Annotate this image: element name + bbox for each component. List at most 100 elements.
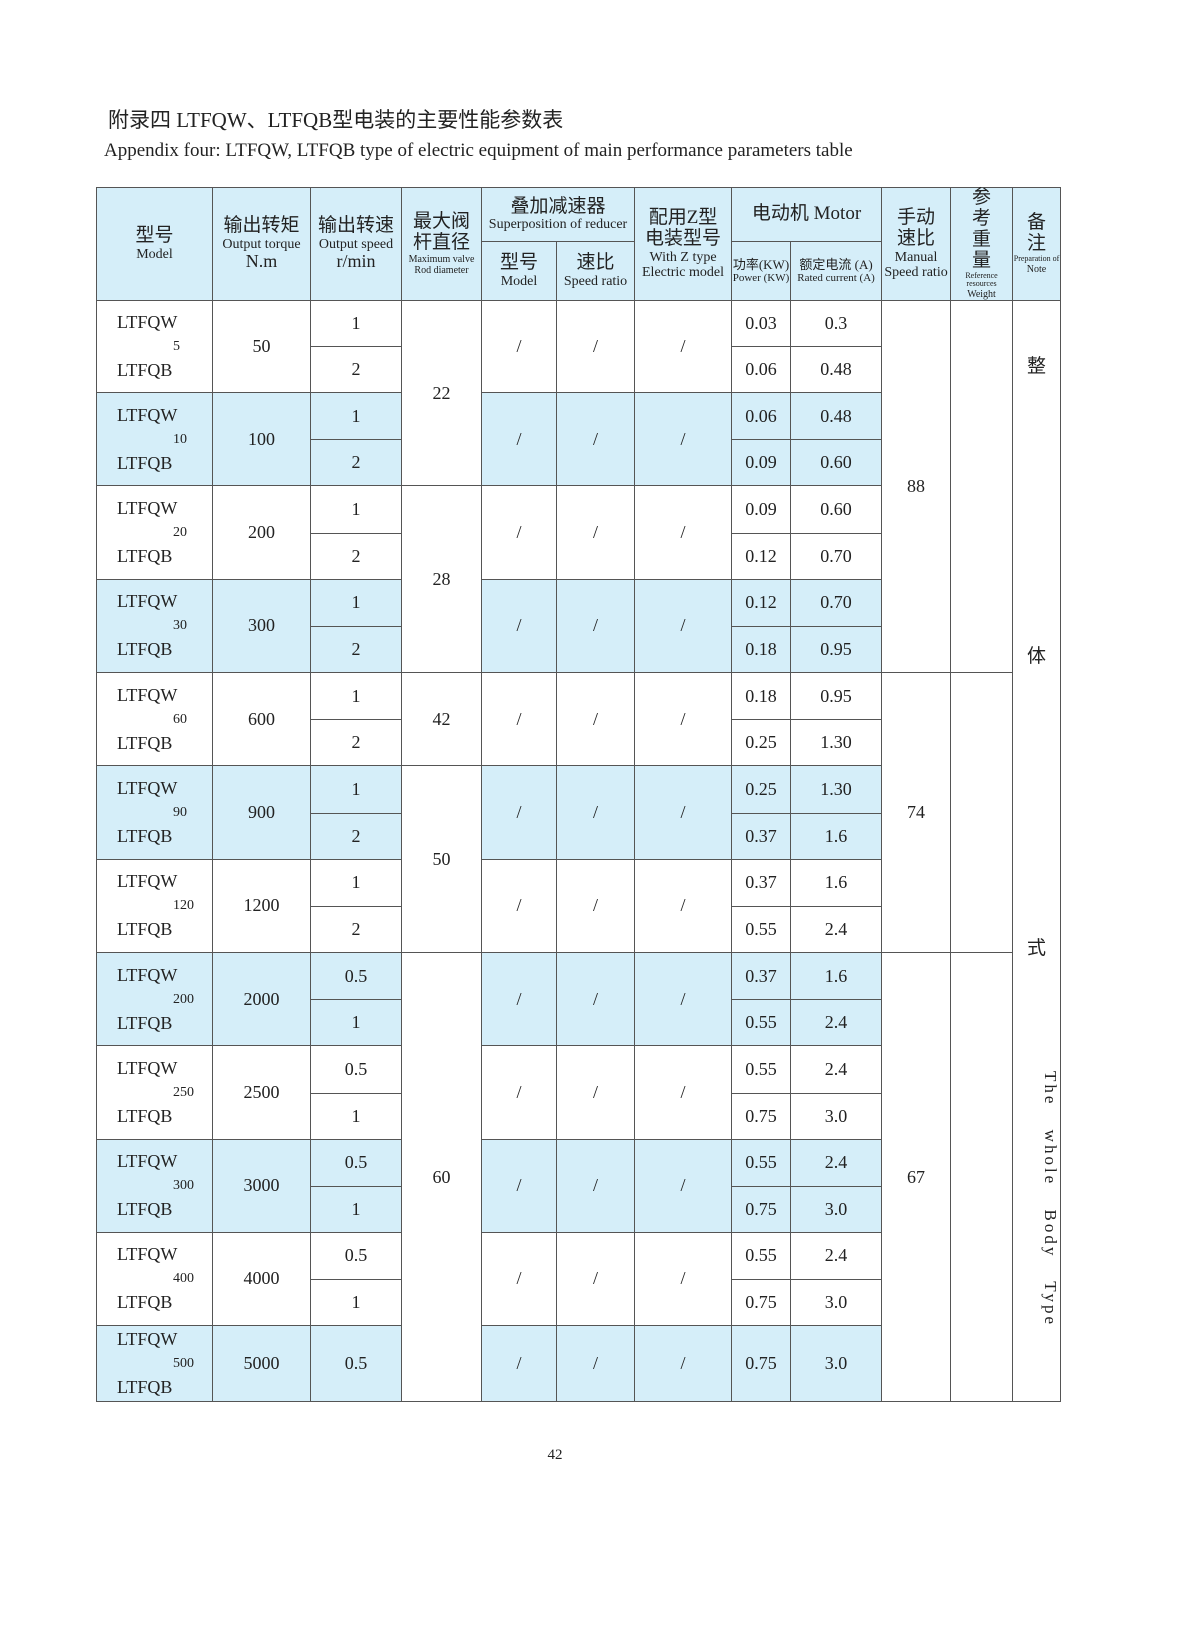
model-cell: LTFQW 60 LTFQB <box>96 672 213 767</box>
parameters-table: 型号 Model 输出转矩 Output torque N.m 输出转速 Output … <box>96 186 1062 1403</box>
current-cell: 0.95 <box>790 672 883 721</box>
header-model: 型号 Model <box>96 186 213 302</box>
note-english: The whole Body Type <box>1041 1071 1061 1328</box>
reducer-model-cell: / <box>481 578 557 674</box>
model-size: 60 <box>173 711 187 727</box>
model-b: LTFQB <box>117 825 173 846</box>
model-size: 250 <box>173 1084 194 1100</box>
power-cell: 0.75 <box>731 1092 792 1140</box>
speed-cell: 1 <box>310 578 402 628</box>
current-cell: 0.60 <box>790 485 883 534</box>
torque-cell: 200 <box>212 485 311 580</box>
speed-cell: 1 <box>310 858 402 907</box>
model-b: LTFQB <box>117 546 173 567</box>
torque-cell: 300 <box>212 578 311 674</box>
reducer-ratio-cell: / <box>555 765 636 860</box>
current-cell: 2.4 <box>790 1138 883 1187</box>
table-row: 2 0.12 0.70 <box>97 532 1061 580</box>
model-b: LTFQB <box>117 360 173 381</box>
current-cell: 2.4 <box>790 999 883 1047</box>
reducer-ratio-cell: / <box>555 951 636 1047</box>
model-size: 200 <box>173 991 194 1007</box>
speed-cell: 1 <box>310 300 402 348</box>
diameter-cell: 22 <box>401 300 482 487</box>
speed-cell: 1 <box>310 1092 402 1140</box>
current-cell: 2.4 <box>790 1045 883 1094</box>
reducer-ratio-cell: / <box>555 1045 636 1140</box>
current-cell: 1.6 <box>790 812 883 860</box>
speed-cell: 2 <box>310 812 402 860</box>
model-b: LTFQB <box>117 1199 173 1220</box>
power-cell: 0.75 <box>731 1325 792 1403</box>
power-cell: 0.12 <box>731 578 792 628</box>
reducer-model-cell: / <box>481 858 557 953</box>
speed-cell: 0.5 <box>310 1231 402 1281</box>
speed-cell: 2 <box>310 532 402 580</box>
header-z-model: 配用Z型电装型号 With Z type Electric model <box>634 186 733 302</box>
torque-cell: 5000 <box>212 1325 311 1403</box>
reducer-ratio-cell: / <box>555 300 636 394</box>
model-cell: LTFQW 30 LTFQB <box>96 578 213 674</box>
z-model-cell: / <box>634 1325 733 1403</box>
page-number: 42 <box>547 1447 563 1463</box>
z-model-cell: / <box>634 1045 733 1140</box>
speed-cell: 1 <box>310 485 402 534</box>
speed-cell: 1 <box>310 672 402 721</box>
header-reducer: 叠加减速器 Superposition of reducer <box>480 186 636 243</box>
model-w: LTFQW <box>117 1244 178 1265</box>
table-row: LTFQW 400 LTFQB 4000 0.5///0.55 2.4 <box>96 1231 1061 1327</box>
model-size: 30 <box>173 618 187 634</box>
model-cell: LTFQW 20 LTFQB <box>96 485 213 580</box>
model-w: LTFQW <box>117 591 178 612</box>
current-cell: 0.95 <box>790 626 883 674</box>
model-cell: LTFQW 10 LTFQB <box>96 392 213 487</box>
current-cell: 2.4 <box>790 905 883 953</box>
power-cell: 0.06 <box>731 392 792 441</box>
speed-cell: 0.5 <box>310 1138 402 1187</box>
speed-cell: 2 <box>310 346 402 394</box>
power-cell: 0.37 <box>731 812 792 860</box>
reducer-model-cell: / <box>481 1138 557 1233</box>
z-model-cell: / <box>634 1138 733 1233</box>
model-cell: LTFQW 5 LTFQB <box>96 300 213 394</box>
current-cell: 0.70 <box>790 532 883 580</box>
reducer-ratio-cell: / <box>555 672 636 767</box>
model-cell: LTFQW 250 LTFQB <box>96 1045 213 1140</box>
power-cell: 0.55 <box>731 1231 792 1281</box>
model-b: LTFQB <box>117 1105 173 1126</box>
reducer-ratio-cell: / <box>555 1231 636 1327</box>
weight-cell <box>950 300 1014 674</box>
power-cell: 0.12 <box>731 532 792 580</box>
table-row: LTFQW 200 LTFQB 2000 0.5 60///0.37 1.6 67 <box>96 951 1061 1403</box>
model-w: LTFQW <box>117 1057 178 1078</box>
model-size: 400 <box>173 1271 194 1287</box>
reducer-model-cell: / <box>481 485 557 580</box>
reducer-model-cell: / <box>481 765 557 860</box>
current-cell: 0.70 <box>790 578 883 628</box>
model-size: 300 <box>173 1178 194 1194</box>
speed-cell: 2 <box>310 626 402 674</box>
table-row: LTFQW 30 LTFQB 300 1///0.12 0.70 <box>96 578 1061 674</box>
torque-cell: 100 <box>212 392 311 487</box>
table-row: 1 0.75 3.0 <box>97 1092 1061 1140</box>
model-cell: LTFQW 500 LTFQB <box>96 1325 213 1403</box>
header-note: 备注 Preparation of Note <box>1012 186 1062 302</box>
current-cell: 0.3 <box>790 300 883 348</box>
table-row: 2 0.37 1.6 <box>97 812 1061 860</box>
model-b: LTFQB <box>117 919 173 940</box>
diameter-cell: 28 <box>401 485 482 674</box>
speed-cell: 0.5 <box>310 1325 402 1403</box>
reducer-model-cell: / <box>481 1325 557 1403</box>
model-b: LTFQB <box>117 1377 173 1398</box>
note-cell: 整体式 The whole Body Type <box>1012 300 1062 1403</box>
table-row: LTFQW 5 LTFQB 50 1 22///0.03 0.3 88 整体式 The whole… <box>96 300 1062 1403</box>
current-cell: 0.48 <box>790 392 883 441</box>
model-b: LTFQB <box>117 452 173 473</box>
power-cell: 0.55 <box>731 999 792 1047</box>
header-weight: 参考重量 Reference resources Weight <box>950 186 1014 302</box>
reducer-ratio-cell: / <box>555 858 636 953</box>
torque-cell: 900 <box>212 765 311 860</box>
z-model-cell: / <box>634 485 733 580</box>
table-row: LTFQW 120 LTFQB 1200 1///0.37 1.6 <box>96 858 1061 953</box>
power-cell: 0.55 <box>731 905 792 953</box>
